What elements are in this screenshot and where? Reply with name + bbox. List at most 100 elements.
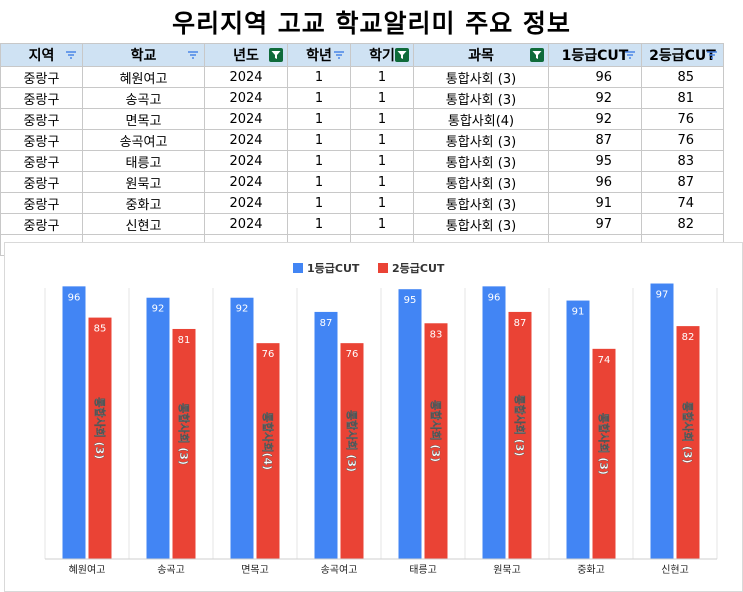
cell-cut2[interactable]: 76 <box>641 108 724 130</box>
filter-icon[interactable] <box>65 49 77 61</box>
filter-active-icon[interactable] <box>269 48 283 62</box>
cell-cut2[interactable]: 76 <box>641 129 724 151</box>
cell-school[interactable]: 신현고 <box>82 213 205 235</box>
filter-active-icon[interactable] <box>395 48 409 62</box>
header-label: 1등급CUT <box>561 48 629 64</box>
cell-subject[interactable]: 통합사회(4) <box>413 108 549 130</box>
cell-cut1[interactable]: 87 <box>548 129 642 151</box>
header-school[interactable]: 학교 <box>82 43 205 67</box>
table-row[interactable]: 중랑구 중화고 2024 1 1 통합사회 (3) 91 74 <box>0 192 724 214</box>
cell-school[interactable]: 송곡여고 <box>82 129 205 151</box>
filter-icon[interactable] <box>624 49 636 61</box>
filter-icon[interactable] <box>706 49 718 61</box>
cell-year[interactable]: 2024 <box>204 150 288 172</box>
cell-cut1[interactable]: 91 <box>548 192 642 214</box>
cell-cut1[interactable]: 97 <box>548 213 642 235</box>
bar-cut2 <box>172 328 196 559</box>
data-label: 87 <box>514 318 527 329</box>
cell-semester[interactable]: 1 <box>350 192 414 214</box>
table-row[interactable]: 중랑구 신현고 2024 1 1 통합사회 (3) 97 82 <box>0 213 724 235</box>
cell-subject[interactable]: 통합사회 (3) <box>413 129 549 151</box>
cell-region[interactable]: 중랑구 <box>0 213 83 235</box>
cell-semester[interactable]: 1 <box>350 87 414 109</box>
cell-semester[interactable]: 1 <box>350 171 414 193</box>
header-label: 2등급CUT <box>649 48 716 64</box>
cell-subject[interactable]: 통합사회 (3) <box>413 150 549 172</box>
header-grade[interactable]: 학년 <box>287 43 351 67</box>
x-tick-label: 송곡여고 <box>321 564 358 576</box>
cell-school[interactable]: 송곡고 <box>82 87 205 109</box>
cell-cut1[interactable]: 95 <box>548 150 642 172</box>
header-semester[interactable]: 학기 <box>350 43 414 67</box>
data-label: 83 <box>430 329 443 340</box>
cell-grade[interactable]: 1 <box>287 213 351 235</box>
table-row[interactable]: 중랑구 송곡고 2024 1 1 통합사회 (3) 92 81 <box>0 87 724 109</box>
cell-year[interactable]: 2024 <box>204 129 288 151</box>
table-row[interactable]: 중랑구 송곡여고 2024 1 1 통합사회 (3) 87 76 <box>0 129 724 151</box>
cell-grade[interactable]: 1 <box>287 129 351 151</box>
cell-year[interactable]: 2024 <box>204 171 288 193</box>
header-subject[interactable]: 과목 <box>413 43 549 67</box>
cell-grade[interactable]: 1 <box>287 87 351 109</box>
header-cut2[interactable]: 2등급CUT <box>641 43 724 67</box>
cell-semester[interactable]: 1 <box>350 66 414 88</box>
cell-region[interactable]: 중랑구 <box>0 87 83 109</box>
cell-school[interactable]: 원묵고 <box>82 171 205 193</box>
cell-grade[interactable]: 1 <box>287 108 351 130</box>
cell-cut1[interactable]: 96 <box>548 66 642 88</box>
cell-cut2[interactable]: 81 <box>641 87 724 109</box>
cell-year[interactable]: 2024 <box>204 192 288 214</box>
table-row[interactable]: 중랑구 혜원여고 2024 1 1 통합사회 (3) 96 85 <box>0 66 724 88</box>
cell-year[interactable]: 2024 <box>204 213 288 235</box>
filter-icon[interactable] <box>187 49 199 61</box>
cell-region[interactable]: 중랑구 <box>0 150 83 172</box>
filter-active-icon[interactable] <box>530 48 544 62</box>
cell-grade[interactable]: 1 <box>287 150 351 172</box>
cell-region[interactable]: 중랑구 <box>0 171 83 193</box>
cell-cut2[interactable]: 83 <box>641 150 724 172</box>
filter-icon[interactable] <box>333 49 345 61</box>
cell-cut1[interactable]: 96 <box>548 171 642 193</box>
header-cut1[interactable]: 1등급CUT <box>548 43 642 67</box>
data-label: 76 <box>262 349 275 360</box>
cell-subject[interactable]: 통합사회 (3) <box>413 213 549 235</box>
bar-cut2 <box>508 311 532 559</box>
cell-cut1[interactable]: 92 <box>548 108 642 130</box>
cell-region[interactable]: 중랑구 <box>0 192 83 214</box>
cell-semester[interactable]: 1 <box>350 108 414 130</box>
table-row[interactable]: 중랑구 원묵고 2024 1 1 통합사회 (3) 96 87 <box>0 171 724 193</box>
cell-cut1[interactable]: 92 <box>548 87 642 109</box>
cell-year[interactable]: 2024 <box>204 66 288 88</box>
cell-cut2[interactable]: 74 <box>641 192 724 214</box>
header-region[interactable]: 지역 <box>0 43 83 67</box>
table-row[interactable]: 중랑구 태릉고 2024 1 1 통합사회 (3) 95 83 <box>0 150 724 172</box>
cell-semester[interactable]: 1 <box>350 213 414 235</box>
header-year[interactable]: 년도 <box>204 43 288 67</box>
cell-year[interactable]: 2024 <box>204 108 288 130</box>
cell-school[interactable]: 중화고 <box>82 192 205 214</box>
cell-subject[interactable]: 통합사회 (3) <box>413 171 549 193</box>
cell-region[interactable]: 중랑구 <box>0 108 83 130</box>
data-label: 91 <box>572 307 585 318</box>
cell-region[interactable]: 중랑구 <box>0 66 83 88</box>
cell-grade[interactable]: 1 <box>287 171 351 193</box>
cell-grade[interactable]: 1 <box>287 66 351 88</box>
x-tick-label: 신현고 <box>661 564 689 576</box>
data-label: 85 <box>94 324 107 335</box>
cell-year[interactable]: 2024 <box>204 87 288 109</box>
cell-cut2[interactable]: 87 <box>641 171 724 193</box>
cell-subject[interactable]: 통합사회 (3) <box>413 192 549 214</box>
table-row[interactable]: 중랑구 면목고 2024 1 1 통합사회(4) 92 76 <box>0 108 724 130</box>
cell-school[interactable]: 혜원여고 <box>82 66 205 88</box>
cell-school[interactable]: 태릉고 <box>82 150 205 172</box>
cell-region[interactable]: 중랑구 <box>0 129 83 151</box>
cell-subject[interactable]: 통합사회 (3) <box>413 66 549 88</box>
cell-cut2[interactable]: 82 <box>641 213 724 235</box>
bar-cut2 <box>88 317 112 559</box>
cell-subject[interactable]: 통합사회 (3) <box>413 87 549 109</box>
cell-semester[interactable]: 1 <box>350 129 414 151</box>
cell-semester[interactable]: 1 <box>350 150 414 172</box>
cell-school[interactable]: 면목고 <box>82 108 205 130</box>
cell-grade[interactable]: 1 <box>287 192 351 214</box>
cell-cut2[interactable]: 85 <box>641 66 724 88</box>
